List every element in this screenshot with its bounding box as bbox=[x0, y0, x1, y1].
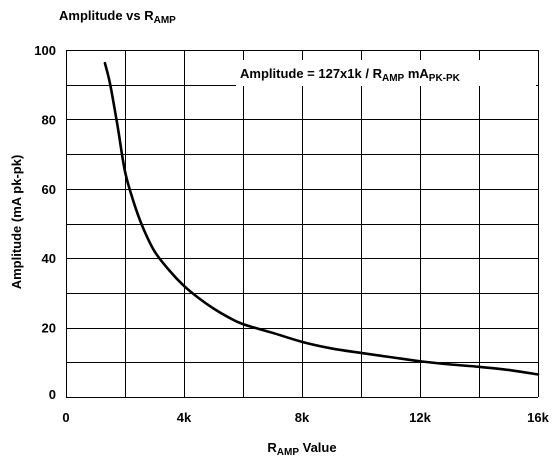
y-tick-label: 20 bbox=[42, 321, 56, 336]
x-axis-label: RAMP Value bbox=[267, 440, 336, 458]
y-tick-label: 80 bbox=[42, 112, 56, 127]
y-tick-label: 100 bbox=[34, 43, 56, 58]
plot-grid bbox=[66, 50, 539, 398]
x-tick-label: 0 bbox=[62, 410, 69, 425]
x-tick-label: 4k bbox=[177, 410, 192, 425]
chart-title: Amplitude vs RAMP bbox=[59, 8, 176, 26]
x-tick-label: 16k bbox=[527, 410, 549, 425]
annotation-box bbox=[236, 60, 536, 86]
y-tick-labels: 0 20 40 60 80 100 bbox=[34, 43, 56, 402]
y-tick-label: 60 bbox=[42, 182, 56, 197]
x-tick-labels: 0 4k 8k 12k 16k bbox=[62, 410, 549, 425]
x-tick-label: 12k bbox=[409, 410, 431, 425]
annotation-formula: Amplitude = 127x1k / RAMP mAPK-PK bbox=[240, 66, 461, 84]
x-tick-label: 8k bbox=[295, 410, 310, 425]
y-tick-label: 0 bbox=[49, 387, 56, 402]
y-axis-label: Amplitude (mA pk-pk) bbox=[9, 155, 24, 290]
amplitude-curve bbox=[103, 61, 540, 376]
y-tick-label: 40 bbox=[42, 251, 56, 266]
